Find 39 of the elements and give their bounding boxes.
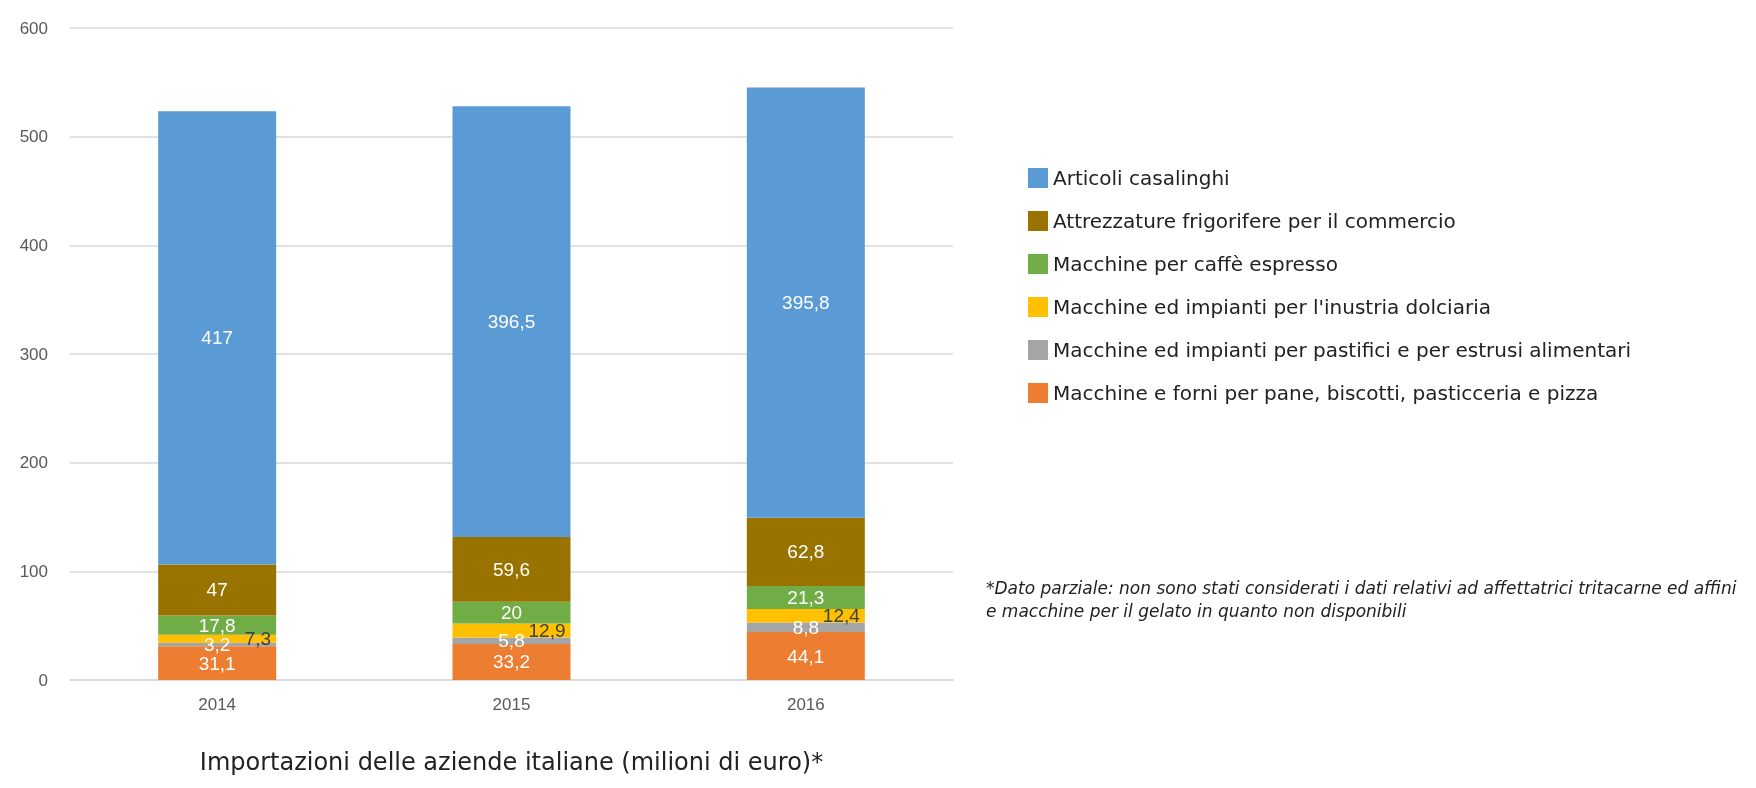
x-axis-title: Importazioni delle aziende italiane (milioni di euro)* xyxy=(199,748,824,776)
y-tick-label: 500 xyxy=(19,127,48,147)
data-label: 12,4 xyxy=(822,605,861,627)
data-label: 396,5 xyxy=(487,311,536,333)
data-label: 20 xyxy=(500,602,523,624)
data-label: 44,1 xyxy=(787,645,825,667)
bar xyxy=(452,106,571,538)
y-tick-label: 100 xyxy=(19,561,48,581)
y-tick-label: 0 xyxy=(38,670,48,690)
x-tick-label: 2014 xyxy=(198,695,237,714)
legend-label: Attrezzature frigorifere per il commercio xyxy=(1053,209,1456,233)
x-tick-label: 2016 xyxy=(786,695,825,714)
bar xyxy=(746,517,865,586)
y-tick-label: 400 xyxy=(19,235,48,255)
data-label: 395,8 xyxy=(782,292,830,314)
data-label: 62,8 xyxy=(787,541,825,563)
legend-label: Macchine ed impianti per l'inustria dolciaria xyxy=(1053,295,1491,319)
bar xyxy=(746,585,865,610)
bar xyxy=(452,537,571,602)
legend-label: Articoli casalinghi xyxy=(1053,166,1230,190)
legend-label: Macchine per caffè espresso xyxy=(1053,252,1338,276)
bar xyxy=(158,564,277,616)
data-label: 17,8 xyxy=(198,614,236,636)
bar xyxy=(452,601,571,624)
y-tick-label: 300 xyxy=(19,344,48,364)
data-label: 417 xyxy=(201,327,234,349)
bar xyxy=(746,87,865,518)
legend-label: Macchine e forni per pane, biscotti, pasticceria e pizza xyxy=(1053,381,1599,405)
data-label: 21,3 xyxy=(787,586,825,608)
data-label: 47 xyxy=(206,579,228,601)
y-tick-label: 600 xyxy=(19,18,48,38)
bar xyxy=(158,111,277,565)
data-label: 33,2 xyxy=(493,651,530,673)
data-label: 12,9 xyxy=(528,620,566,642)
data-label: 59,6 xyxy=(493,558,530,580)
x-tick-label: 2015 xyxy=(492,695,531,714)
text: *Dato parziale: non sono stati considerati i dati relativi ad affettatrici tritacarne ed affini e macchine per il gelato in quanto non disponibili xyxy=(986,577,1742,621)
legend-label: Macchine ed impianti per pastifici e per estrusi alimentari xyxy=(1053,338,1632,362)
y-tick-label: 200 xyxy=(19,453,48,473)
